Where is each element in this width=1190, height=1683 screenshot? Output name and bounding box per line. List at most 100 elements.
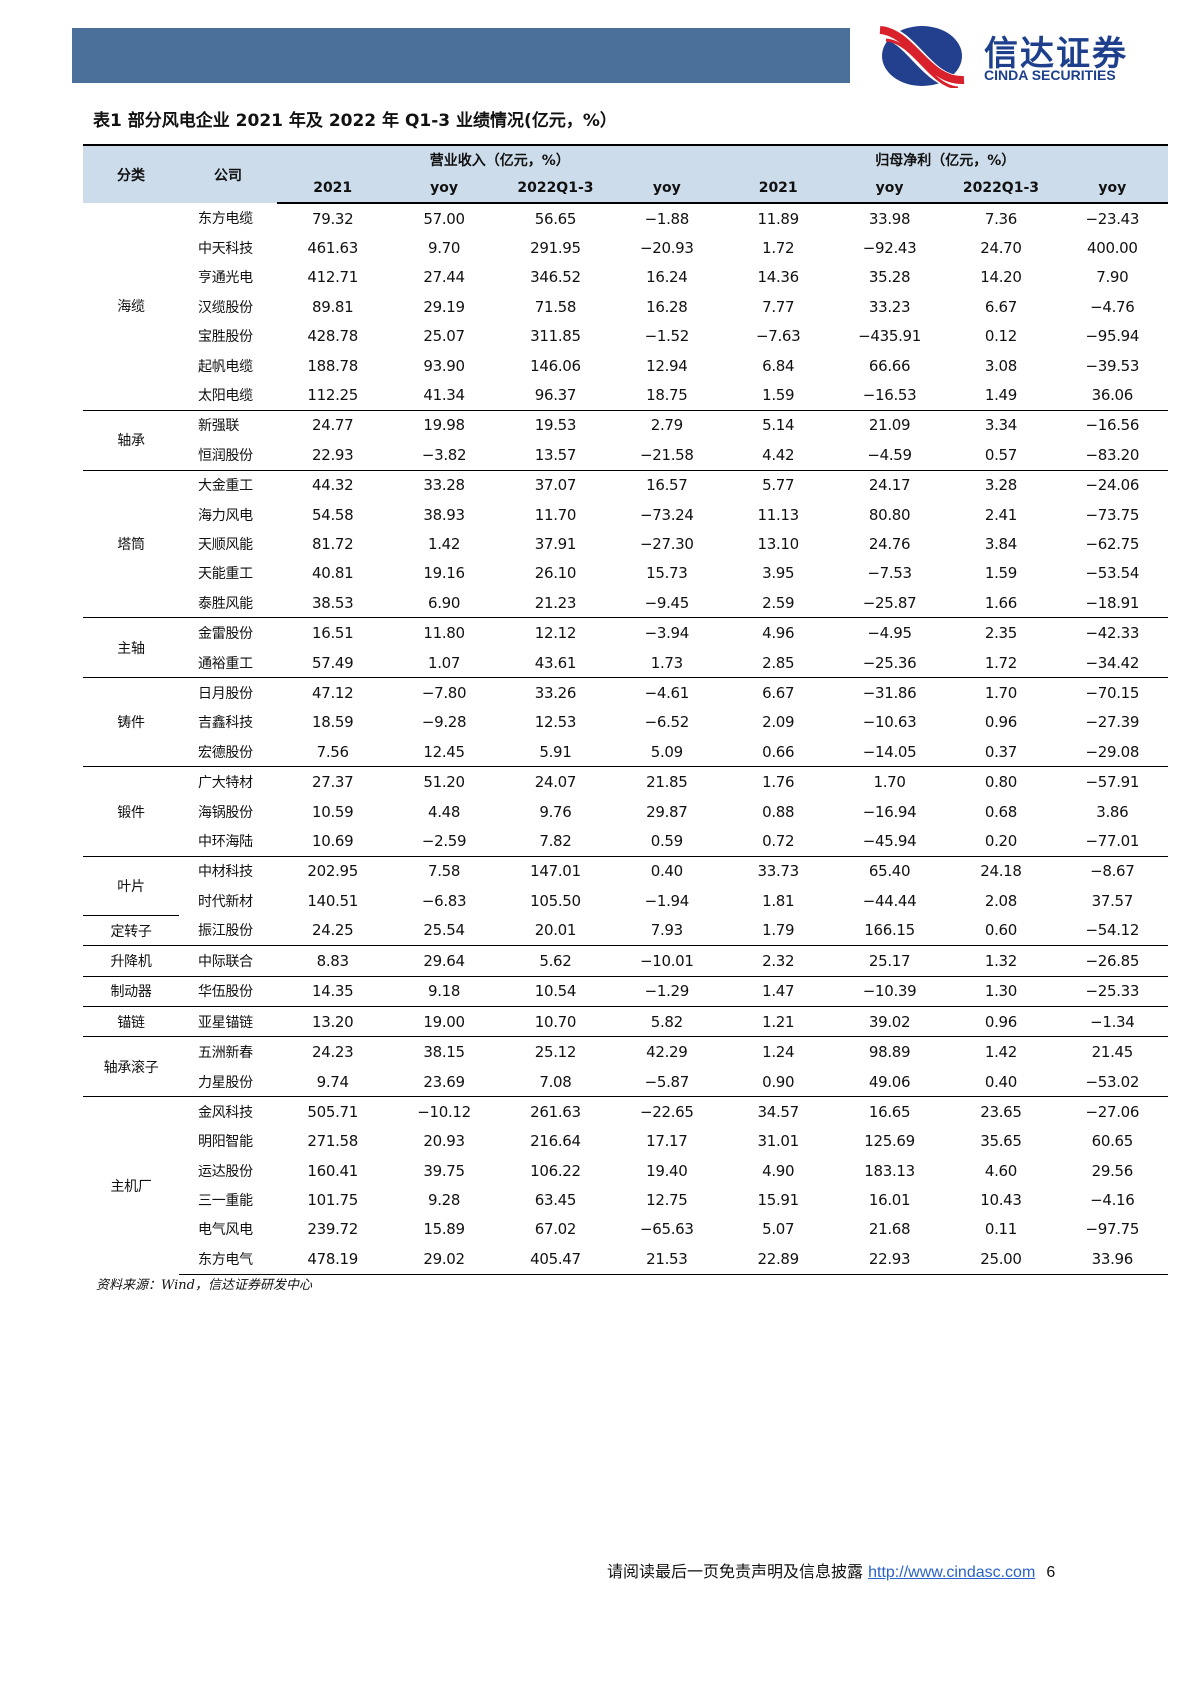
- value-cell: 105.50: [530, 891, 581, 910]
- value-cell: 478.19: [277, 1244, 389, 1275]
- value-cell: −44.44: [862, 891, 917, 910]
- value-cell: 3.86: [1096, 802, 1129, 821]
- header-net-profit: 归母净利（亿元，%）: [722, 144, 1168, 174]
- company-cell: 海锅股份: [198, 804, 253, 821]
- value-cell: −4.76: [1090, 297, 1135, 316]
- company-cell: 东方电气: [179, 1244, 277, 1275]
- value-cell: −53.54: [1085, 564, 1140, 583]
- value-cell: 44.32: [277, 469, 389, 500]
- value-cell: −435.91: [858, 327, 922, 346]
- value-cell: −25.87: [862, 593, 917, 612]
- value-cell: 96.37: [534, 386, 577, 405]
- value-cell: −16.94: [862, 802, 917, 821]
- value-cell: 7.77: [762, 297, 795, 316]
- value-cell: 14.35: [277, 975, 389, 1007]
- value-cell: 19.16: [423, 564, 465, 583]
- value-cell: 12.45: [423, 742, 465, 761]
- company-cell: 海力风电: [198, 507, 253, 524]
- value-cell: 0.96: [945, 1006, 1057, 1037]
- value-cell: −77.01: [1085, 831, 1140, 850]
- value-cell: 24.76: [868, 534, 911, 553]
- value-cell: 147.01: [499, 855, 612, 886]
- subheader-4: 2021: [722, 174, 834, 204]
- value-cell: 10.54: [499, 975, 612, 1007]
- value-cell: 33.26: [499, 677, 612, 708]
- value-cell: −92.43: [862, 239, 917, 258]
- value-cell: 15.91: [757, 1191, 799, 1210]
- value-cell: 12.12: [499, 617, 612, 648]
- logo-text-cn: 信达证券: [984, 34, 1128, 74]
- value-cell: 6.90: [427, 593, 461, 612]
- value-cell: 22.89: [722, 1244, 834, 1275]
- category-cell: 轴承: [83, 409, 179, 471]
- value-cell: 24.17: [833, 469, 946, 500]
- value-cell: −10.12: [388, 1096, 500, 1127]
- website-link[interactable]: http://www.cindasc.com: [868, 1564, 1036, 1581]
- company-cell: 汉缆股份: [198, 299, 253, 316]
- value-cell: 2.59: [762, 593, 795, 612]
- value-cell: 1.66: [984, 593, 1018, 612]
- value-cell: 31.01: [757, 1132, 799, 1151]
- company-cell: 东方电缆: [198, 211, 253, 228]
- value-cell: −27.06: [1056, 1096, 1168, 1127]
- value-cell: 3.84: [984, 534, 1018, 553]
- value-cell: 12.53: [534, 713, 577, 732]
- value-cell: 16.65: [833, 1096, 946, 1127]
- value-cell: 1.72: [984, 653, 1018, 672]
- value-cell: −39.53: [1085, 356, 1140, 375]
- value-cell: −9.28: [421, 713, 467, 732]
- header-category: 分类: [83, 144, 179, 203]
- value-cell: 0.80: [945, 766, 1057, 797]
- value-cell: 41.34: [423, 386, 465, 405]
- value-cell: 29.02: [388, 1244, 500, 1275]
- value-cell: 1.59: [984, 564, 1018, 583]
- value-cell: 0.88: [762, 802, 795, 821]
- value-cell: 0.96: [984, 713, 1018, 732]
- value-cell: 412.71: [307, 268, 359, 287]
- category-cell: 主机厂: [83, 1096, 179, 1275]
- table-row: 轴承 新强联 24.77 19.98 19.53 2.79 5.14 21.09 3.34 −16…: [83, 409, 1168, 471]
- value-cell: −4.59: [867, 445, 912, 464]
- table-title: 表1 部分风电企业 2021 年及 2022 年 Q1-3 业绩情况(亿元，%）: [93, 111, 617, 131]
- table-row: 宝胜股份 428.78 25.07 311.85 −1.52 −7.63 −435.91 0.…: [83, 322, 1168, 351]
- value-cell: 60.65: [1091, 1132, 1134, 1151]
- value-cell: 23.65: [945, 1096, 1057, 1127]
- value-cell: −7.80: [388, 677, 500, 708]
- value-cell: 29.56: [1091, 1161, 1134, 1180]
- company-cell: 起帆电缆: [198, 358, 253, 375]
- value-cell: 37.91: [534, 534, 577, 553]
- value-cell: −18.91: [1085, 593, 1140, 612]
- value-cell: −31.86: [833, 677, 946, 708]
- company-cell: 大金重工: [179, 469, 277, 500]
- table-row: 铸件 日月股份 47.12 −7.80 33.26 −4.61 6.67 −31.86 1.70…: [83, 677, 1168, 767]
- category-cell: 主轴: [83, 617, 179, 678]
- value-cell: 14.20: [980, 268, 1022, 287]
- value-cell: 4.60: [984, 1161, 1018, 1180]
- value-cell: 8.83: [277, 945, 389, 977]
- value-cell: 24.23: [277, 1036, 389, 1067]
- value-cell: −7.53: [867, 564, 912, 583]
- value-cell: −53.02: [1085, 1072, 1140, 1091]
- value-cell: −1.29: [611, 975, 723, 1007]
- value-cell: −27.30: [639, 534, 694, 553]
- value-cell: 33.28: [388, 469, 500, 500]
- value-cell: −1.88: [644, 209, 690, 228]
- company-cell: 时代新材: [198, 893, 253, 910]
- category-cell: 海缆: [117, 299, 145, 316]
- value-cell: 36.06: [1091, 386, 1134, 405]
- value-cell: 10.69: [311, 831, 354, 850]
- table-row: 太阳电缆 112.25 41.34 96.37 18.75 1.59 −16.53 1.49 3…: [83, 380, 1168, 410]
- company-cell: 明阳智能: [198, 1134, 253, 1151]
- value-cell: −4.16: [1090, 1191, 1135, 1210]
- table-row: 东方电气 478.19 29.02 405.47 21.53 22.89 22.93 25.0…: [83, 1244, 1168, 1275]
- value-cell: 25.00: [945, 1244, 1057, 1275]
- table-row: 锻件 广大特材 27.37 51.20 24.07 21.85 1.76 1.70 0.80 −5…: [83, 766, 1168, 857]
- value-cell: 39.02: [833, 1006, 946, 1037]
- value-cell: 24.77: [277, 409, 389, 441]
- value-cell: 7.36: [984, 209, 1018, 228]
- value-cell: 261.63: [499, 1096, 612, 1127]
- company-cell: 日月股份: [179, 677, 277, 708]
- disclaimer-text: 请阅读最后一页免责声明及信息披露: [607, 1562, 864, 1581]
- value-cell: 2.35: [945, 617, 1057, 648]
- value-cell: 38.53: [311, 593, 354, 612]
